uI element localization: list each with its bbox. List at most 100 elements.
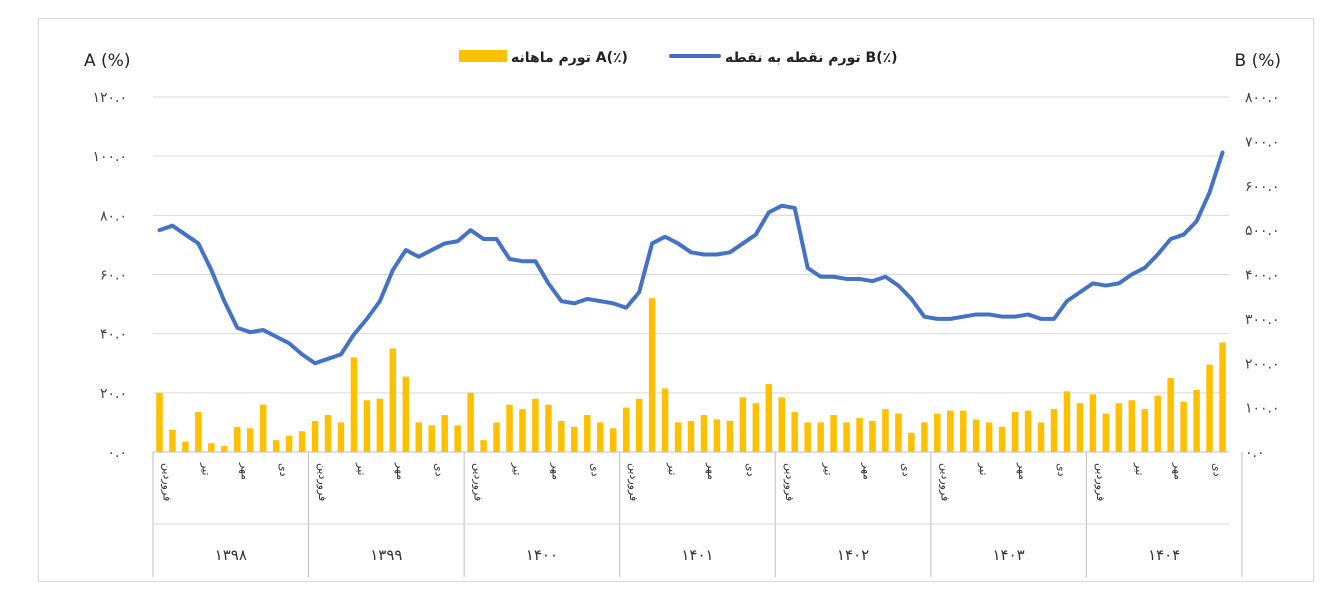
year-label: ۱۳۹۸ — [215, 546, 247, 564]
bar — [778, 397, 785, 452]
bar — [571, 426, 578, 452]
bar — [169, 429, 176, 452]
bar — [1154, 395, 1161, 452]
bar — [739, 397, 747, 452]
bar — [895, 413, 902, 452]
month-label: دی — [588, 463, 601, 477]
bar — [298, 431, 306, 452]
month-label: مهر — [705, 462, 718, 480]
year-label: ۱۳۹۹ — [370, 546, 402, 564]
bar — [195, 412, 202, 452]
right-axis-ticks: ۰.۰ ۱۰۰.۰ ۲۰۰.۰ ۳۰۰.۰ ۴۰۰.۰ ۵۰۰.۰ ۶۰۰.۰ ۷۰۰.۰ ۸۰… — [1245, 90, 1280, 461]
bar — [311, 420, 319, 452]
bar — [1102, 413, 1110, 452]
month-label: دی — [1211, 463, 1224, 477]
bar — [221, 446, 228, 452]
bar — [947, 410, 954, 452]
bar — [389, 348, 397, 452]
bar — [700, 415, 708, 452]
year-label: ۱۴۰۳ — [992, 546, 1024, 564]
bar — [882, 409, 889, 452]
bar — [1011, 412, 1019, 452]
bar — [584, 415, 591, 452]
month-label: مهر — [238, 462, 251, 480]
bar — [908, 432, 915, 452]
bar — [1024, 410, 1032, 452]
bar — [921, 422, 928, 452]
bar — [545, 404, 552, 452]
legend-label-bar: تورم ماهانه A(٪) — [511, 50, 628, 66]
bar — [532, 398, 539, 452]
right-tick-label: ۱۰۰.۰ — [1245, 401, 1280, 417]
year-label: ۱۴۰۰ — [526, 546, 558, 564]
left-tick-label: ۶۰.۰ — [100, 268, 127, 284]
month-label: دی — [744, 463, 757, 477]
bar — [830, 415, 837, 452]
bar — [726, 420, 734, 452]
line-path — [157, 150, 1225, 366]
bar — [856, 417, 863, 452]
bar — [1063, 391, 1071, 452]
right-tick-label: ۵۰۰.۰ — [1245, 223, 1280, 239]
month-label: فروردین — [783, 463, 796, 501]
left-tick-label: ۲۰.۰ — [100, 386, 127, 402]
bar — [609, 428, 617, 452]
bar — [208, 443, 215, 453]
bar — [1193, 389, 1200, 453]
bar — [272, 440, 280, 452]
bar — [934, 413, 941, 452]
left-axis-ticks: ۰.۰ ۲۰.۰ ۴۰.۰ ۶۰.۰ ۸۰.۰ ۱۰۰.۰ ۱۲۰.۰ — [92, 90, 127, 461]
left-tick-label: ۴۰.۰ — [100, 327, 127, 343]
left-tick-label: ۰.۰ — [108, 445, 128, 461]
month-label: مهر — [861, 462, 874, 480]
bar — [1050, 409, 1058, 452]
bar — [765, 383, 773, 452]
bar — [972, 419, 980, 452]
bar — [1206, 364, 1213, 452]
legend: تورم ماهانه A(٪) تورم نقطه به نقطه B(٪) — [459, 50, 898, 66]
inflation-chart: ۰.۰ ۲۰.۰ ۴۰.۰ ۶۰.۰ ۸۰.۰ ۱۰۰.۰ ۱۲۰.۰ ۰.۰ ۱۰۰.۰ ۲۰… — [84, 50, 1281, 577]
bar — [1141, 409, 1148, 452]
bar — [1128, 400, 1136, 452]
year-label: ۱۴۰۴ — [1148, 546, 1180, 564]
line-series — [157, 150, 1225, 366]
bar — [1089, 394, 1097, 452]
month-label: دی — [433, 463, 446, 477]
bar — [1219, 342, 1226, 452]
bar — [960, 410, 967, 452]
bar — [259, 404, 267, 452]
bar — [648, 298, 656, 452]
month-label: مهر — [394, 462, 407, 480]
right-tick-label: ۸۰۰.۰ — [1245, 90, 1280, 106]
month-label: فروردین — [316, 463, 329, 501]
right-tick-label: ۳۰۰.۰ — [1245, 312, 1280, 328]
left-tick-label: ۱۲۰.۰ — [92, 90, 127, 106]
bar — [817, 422, 824, 452]
bar — [804, 422, 811, 452]
bar — [998, 426, 1006, 452]
bar — [713, 419, 721, 452]
month-label: مهر — [1016, 462, 1029, 480]
left-axis-title: A (%) — [84, 51, 130, 71]
bar — [454, 425, 461, 453]
month-label: فروردین — [938, 463, 951, 501]
bar — [467, 392, 474, 452]
bar — [415, 422, 422, 452]
bar — [661, 388, 669, 452]
month-label: فروردین — [1094, 463, 1107, 501]
bar — [558, 420, 565, 452]
legend-label-line: تورم نقطه به نقطه B(٪) — [725, 50, 898, 66]
bar — [1076, 403, 1084, 452]
month-label: دی — [1055, 463, 1068, 477]
month-label: فروردین — [160, 463, 173, 501]
month-label: تیر — [511, 462, 524, 475]
right-axis-title: B (%) — [1235, 51, 1281, 71]
right-tick-label: ۶۰۰.۰ — [1245, 179, 1280, 195]
bar — [337, 422, 345, 452]
bar — [985, 422, 993, 452]
bar — [843, 422, 850, 452]
bar — [350, 357, 358, 452]
bar — [869, 420, 876, 452]
bar — [752, 403, 760, 452]
right-tick-label: ۲۰۰.۰ — [1245, 356, 1280, 372]
